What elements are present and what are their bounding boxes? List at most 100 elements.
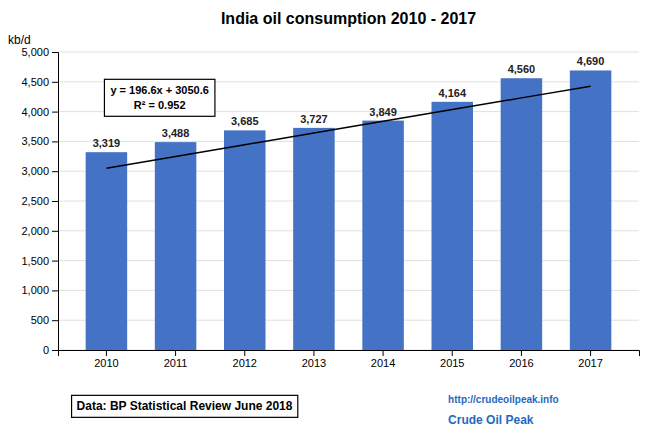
grid-line — [58, 52, 639, 53]
trend-equation-text: y = 196.6x + 3050.6 — [110, 84, 208, 96]
y-tick-label: 500 — [31, 314, 49, 326]
grid-line — [58, 290, 639, 291]
y-tick: 4,500 — [21, 76, 58, 88]
data-labels: 3,319 3,488 3,685 3,727 3,849 4,164 4,560 4,690 — [93, 55, 605, 149]
bar — [501, 78, 542, 350]
grid-line — [58, 260, 639, 261]
data-label: 3,488 — [162, 127, 190, 139]
y-tick: 1,500 — [21, 255, 58, 267]
trend-equation-text: R² = 0.952 — [134, 99, 186, 111]
x-tick-mark — [521, 350, 522, 356]
y-tick-mark — [52, 201, 58, 202]
x-tick-label: 2012 — [233, 357, 257, 369]
y-tick-mark — [52, 82, 58, 83]
y-tick: 3,000 — [21, 165, 58, 177]
y-tick: 500 — [31, 314, 58, 326]
x-tick-mark — [383, 350, 384, 356]
x-tick-label: 2017 — [578, 357, 602, 369]
y-tick-label: 4,000 — [21, 106, 49, 118]
data-label: 4,560 — [508, 63, 536, 75]
y-label: kb/d — [8, 33, 31, 47]
y-tick: 2,500 — [21, 195, 58, 207]
y-tick: 2,000 — [21, 225, 58, 237]
grid-line — [58, 201, 639, 202]
x-tick-label: 2016 — [509, 357, 533, 369]
y-tick: 3,500 — [21, 135, 58, 147]
x-axis: 2010 2011 2012 2013 2014 2015 2016 2017 — [59, 350, 640, 369]
x-tick-label: 2013 — [302, 357, 326, 369]
y-tick-mark — [52, 52, 58, 53]
trend-line — [106, 86, 590, 168]
bar — [86, 152, 128, 350]
y-tick-label: 0 — [43, 344, 49, 356]
x-tick-mark — [313, 350, 314, 356]
y-tick-mark — [52, 261, 58, 262]
grid — [58, 52, 639, 350]
grid-line — [58, 320, 639, 321]
bar — [570, 70, 612, 350]
data-label: 3,319 — [93, 137, 121, 149]
y-tick: 5,000 — [21, 46, 58, 58]
data-label: 4,690 — [577, 55, 605, 67]
bar — [293, 128, 335, 350]
y-tick-mark — [52, 290, 58, 291]
title: India oil consumption 2010 - 2017 — [221, 10, 476, 27]
x-tick: 2011 — [164, 350, 188, 369]
x-tick-mark — [106, 350, 107, 356]
data-source-box — [72, 395, 298, 417]
y-tick-mark — [52, 350, 58, 351]
y-tick-label: 2,000 — [21, 225, 49, 237]
y-tick-mark — [52, 171, 58, 172]
y-tick-mark — [52, 141, 58, 142]
site-name: Crude Oil Peak — [448, 413, 534, 427]
x-tick-mark — [452, 350, 453, 356]
y-tick-label: 3,500 — [21, 135, 49, 147]
plot: 3,319 3,488 3,685 3,727 3,849 4,164 4,560 4,690… — [21, 46, 639, 369]
x-tick-label: 2010 — [94, 357, 118, 369]
y-tick-label: 1,000 — [21, 284, 49, 296]
y-tick: 1,000 — [21, 284, 58, 296]
y-tick-mark — [52, 231, 58, 232]
trend-equation: y = 196.6x + 3050.6 R² = 0.952 — [104, 79, 214, 116]
x-tick: 2013 — [302, 350, 326, 369]
bar — [362, 121, 404, 350]
y-tick: 0 — [43, 344, 58, 356]
site-url: http://crudeoilpeak.info — [448, 394, 559, 405]
data-label: 3,849 — [369, 106, 397, 118]
y-tick-label: 5,000 — [21, 46, 49, 58]
x-tick-mark — [244, 350, 245, 356]
x-tick: 2015 — [440, 350, 464, 369]
data-source: Data: BP Statistical Review June 2018 — [72, 395, 298, 417]
marks — [86, 70, 612, 350]
chart: 3,319 3,488 3,685 3,727 3,849 4,164 4,560 4,690… — [0, 0, 659, 445]
trend-equation-box — [104, 79, 214, 116]
y-tick-label: 4,500 — [21, 76, 49, 88]
y-tick-label: 1,500 — [21, 255, 49, 267]
data-label: 3,685 — [231, 115, 259, 127]
y-tick-label: 3,000 — [21, 165, 49, 177]
grid-line — [58, 141, 639, 142]
x-tick: 2016 — [509, 350, 533, 369]
y-tick-mark — [52, 112, 58, 113]
data-label: 4,164 — [438, 87, 466, 99]
x-tick: 2017 — [578, 350, 602, 369]
grid-line — [58, 171, 639, 172]
x-tick-mark — [590, 350, 591, 356]
y-tick-label: 2,500 — [21, 195, 49, 207]
grid-line — [58, 230, 639, 231]
x-tick-label: 2015 — [440, 357, 464, 369]
y-tick-mark — [52, 320, 58, 321]
x-tick: 2012 — [233, 350, 257, 369]
x-tick-mark — [175, 350, 176, 356]
x-tick: 2014 — [371, 350, 395, 369]
bar — [155, 142, 197, 350]
x-tick-label: 2011 — [164, 357, 188, 369]
y-tick: 4,000 — [21, 106, 58, 118]
y-axis: 0 500 1,000 1,500 2,000 2,500 3,000 3,500 4,000 4… — [21, 46, 58, 356]
data-label: 3,727 — [300, 113, 328, 125]
bar — [224, 130, 266, 350]
y-axis-line — [52, 53, 59, 351]
x-tick-label: 2014 — [371, 357, 395, 369]
x-axis-line — [59, 351, 640, 357]
bar — [432, 102, 474, 350]
